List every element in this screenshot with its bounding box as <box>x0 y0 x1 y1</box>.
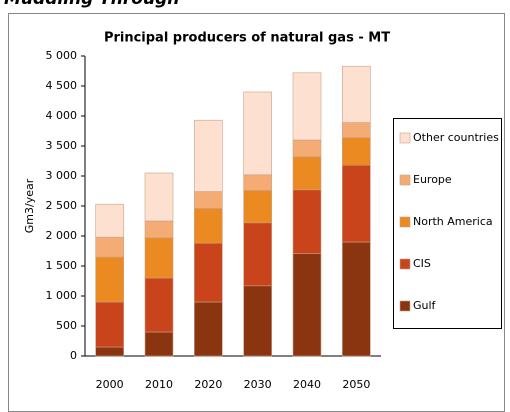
y-tick-label: 2 500 <box>46 199 78 212</box>
y-tick-label: 4 500 <box>46 79 78 92</box>
legend-swatch <box>399 132 411 144</box>
bar-segment <box>292 253 322 357</box>
bar-segment <box>243 222 272 287</box>
bar-segment <box>292 156 322 191</box>
bar-segment <box>243 91 272 176</box>
bar-segment <box>342 137 371 166</box>
bar-segment <box>243 174 272 191</box>
legend-label: CIS <box>413 257 431 270</box>
legend-swatch <box>399 300 411 312</box>
legend-label: Europe <box>413 173 452 186</box>
bar-segment <box>194 242 223 303</box>
legend-label: Other countries <box>413 131 499 144</box>
y-tick-label: 500 <box>56 319 77 332</box>
y-tick-label: 1 000 <box>46 289 78 302</box>
bar-segment <box>144 331 174 357</box>
chart-title: Principal producers of natural gas - MT <box>104 31 390 46</box>
y-tick-label: 1 500 <box>46 259 78 272</box>
bar-segment <box>144 172 174 222</box>
legend-label: Gulf <box>413 299 437 312</box>
bar-segment <box>144 237 174 279</box>
bar-segment <box>342 65 371 123</box>
y-tick-label: 5 000 <box>46 49 78 62</box>
bar-segment <box>243 190 272 224</box>
x-tick-label: 2020 <box>194 378 222 391</box>
legend-swatch <box>399 216 411 228</box>
legend-box <box>393 118 502 329</box>
bar-segment <box>243 285 272 357</box>
y-tick-label: 0 <box>70 349 77 362</box>
x-tick-label: 2010 <box>145 378 173 391</box>
x-tick-label: 2050 <box>342 378 370 391</box>
bar-segment <box>342 164 371 243</box>
bar-segment <box>95 346 124 357</box>
bar-segment <box>194 191 223 209</box>
y-tick-label: 4 000 <box>46 109 78 122</box>
bar-segment <box>292 189 322 254</box>
bar-segment <box>342 241 371 357</box>
page-header: Muddling Through <box>4 0 179 9</box>
bar-segment <box>194 208 223 244</box>
y-tick-label: 2 000 <box>46 229 78 242</box>
x-tick-label: 2030 <box>244 378 272 391</box>
y-axis-label: Gm3/year <box>23 178 36 233</box>
bar-segment <box>95 256 124 303</box>
bar-segment <box>95 203 124 238</box>
y-tick-label: 3 500 <box>46 139 78 152</box>
bar-segment <box>144 220 174 239</box>
bar-segment <box>95 301 124 348</box>
legend-swatch <box>399 174 411 186</box>
bar-segment <box>95 236 124 258</box>
x-tick-label: 2040 <box>293 378 321 391</box>
legend-swatch <box>399 258 411 270</box>
bar-segment <box>194 301 223 357</box>
bar-segment <box>342 122 371 138</box>
x-tick-label: 2000 <box>96 378 124 391</box>
legend-label: North America <box>413 215 493 228</box>
bar-segment <box>292 139 322 158</box>
bar-segment <box>144 277 174 333</box>
bar-segment <box>292 72 322 141</box>
y-tick-label: 3 000 <box>46 169 78 182</box>
bar-segment <box>194 119 223 192</box>
